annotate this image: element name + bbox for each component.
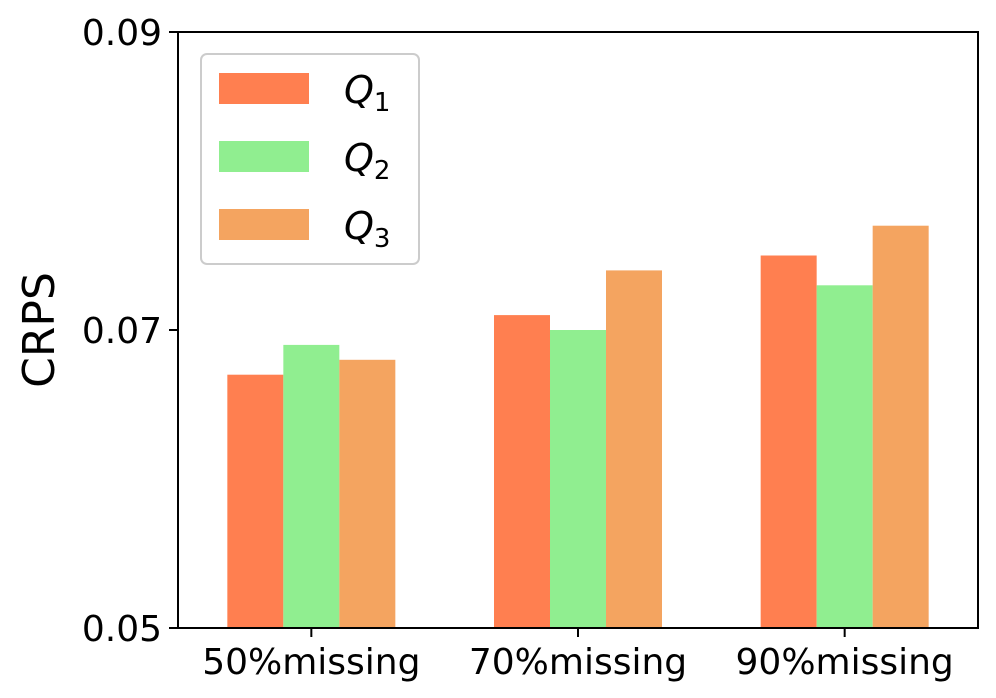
bars-group xyxy=(227,225,929,628)
bar-70pct-missing-q1 xyxy=(494,315,550,628)
legend-swatch-q2 xyxy=(219,141,309,172)
y-tick-label: 0.09 xyxy=(82,13,162,54)
x-tick-label: 70%missing xyxy=(469,642,687,683)
legend-swatch-q3 xyxy=(219,209,309,240)
y-axis-title: CRPS xyxy=(14,272,65,388)
bar-50pct-missing-q3 xyxy=(339,359,396,628)
legend: Q1 Q2 Q3 xyxy=(200,53,420,265)
x-axis: 50%missing 70%missing 90%missing xyxy=(202,628,954,683)
bar-90pct-missing-q3 xyxy=(872,225,929,628)
y-tick-label: 0.05 xyxy=(82,609,162,650)
y-tick-label: 0.07 xyxy=(82,311,162,352)
legend-label-q1: Q1 xyxy=(344,68,390,118)
legend-label-q2: Q2 xyxy=(344,136,390,186)
bar-50pct-missing-q1 xyxy=(227,374,284,628)
bar-90pct-missing-q2 xyxy=(816,285,873,628)
legend-swatch-q1 xyxy=(219,73,309,104)
bar-90pct-missing-q1 xyxy=(760,255,817,628)
bar-70pct-missing-q2 xyxy=(550,330,606,628)
bar-70pct-missing-q3 xyxy=(606,270,662,628)
x-tick-label: 90%missing xyxy=(736,642,954,683)
y-axis: 0.05 0.07 0.09 xyxy=(82,13,178,650)
legend-label-q3: Q3 xyxy=(344,204,390,254)
x-tick-label: 50%missing xyxy=(202,642,420,683)
bar-50pct-missing-q2 xyxy=(283,344,340,628)
